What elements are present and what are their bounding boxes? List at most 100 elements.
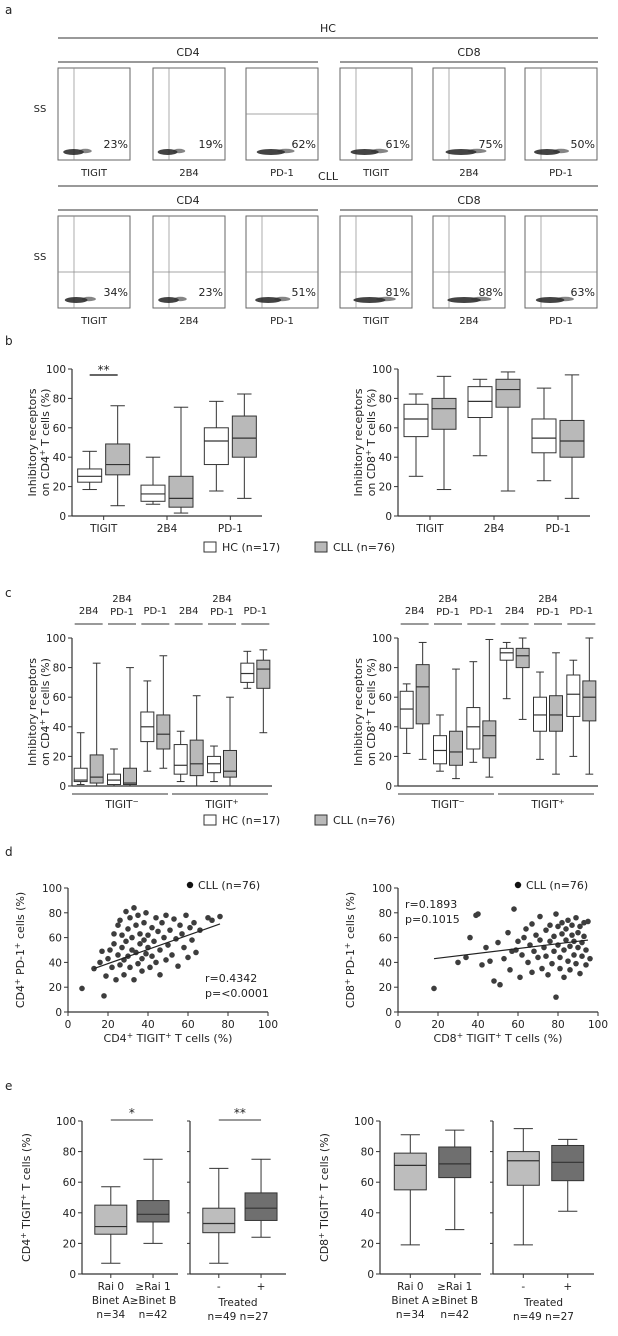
scatter-point: [507, 967, 513, 973]
scatter-point: [583, 962, 589, 968]
scatter-point: [129, 947, 135, 953]
scatter-point: [209, 917, 215, 924]
subset-label: TIGIT−: [430, 797, 464, 812]
flow-marker-label: PD-1: [549, 168, 573, 179]
scatter-point: [151, 938, 157, 945]
y-tick-label: 0: [385, 1007, 392, 1019]
x-tick-label: 20: [101, 1019, 114, 1031]
y-tick-label: 20: [361, 1238, 374, 1250]
x-category-label: PD-1: [218, 523, 243, 535]
scatter-point: [139, 955, 145, 962]
x-tick-label: 80: [221, 1019, 234, 1031]
y-tick-label: 20: [63, 1238, 76, 1250]
y-tick-label: 0: [385, 781, 392, 793]
scatter-point: [543, 953, 549, 959]
box-hc: [107, 773, 121, 786]
scatter-point: [155, 928, 161, 935]
scatter-point: [491, 978, 497, 984]
box-cll: [256, 659, 271, 689]
scatter-point: [191, 919, 197, 926]
scatter-point: [569, 932, 575, 938]
panel-letter-a: a: [5, 3, 12, 17]
scatter-point: [557, 965, 563, 972]
box-cll: [231, 415, 257, 458]
scatter-point: [137, 931, 143, 937]
scatter-point: [577, 923, 583, 930]
scatter-point: [131, 905, 137, 911]
y-tick-label: 60: [49, 933, 62, 945]
flow-gate-percentage: 23%: [104, 138, 128, 151]
scatter-point: [153, 959, 159, 966]
flow-marker-label: TIGIT: [80, 168, 108, 179]
scatter-point: [123, 938, 129, 945]
scatter-point: [487, 958, 493, 964]
x-tick-label: 20: [431, 1019, 444, 1031]
y-tick-label: 100: [372, 633, 392, 645]
legend-label-cll: CLL (n=76): [333, 814, 395, 827]
scatter-point: [181, 944, 187, 951]
flow-gate-percentage: 75%: [479, 138, 503, 151]
scatter-point: [567, 943, 573, 950]
x-tick-label: 100: [588, 1019, 608, 1031]
correlation-p: p=<0.0001: [205, 987, 269, 1000]
flow-cell-population: [158, 297, 179, 303]
scatter-point: [533, 932, 539, 938]
box-cll: [559, 419, 585, 458]
legend-swatch-cll: [314, 541, 328, 553]
flow-cell-population: [81, 296, 96, 302]
flow-gate-percentage: 34%: [104, 286, 128, 299]
legend-marker: [514, 881, 522, 889]
flow-cell-population: [172, 148, 186, 154]
y-axis-label: Inhibitory receptors: [26, 388, 39, 496]
x-tick-label: 40: [141, 1019, 154, 1031]
scatter-point: [517, 974, 523, 981]
scatter-point: [171, 916, 177, 922]
box-dark: [244, 1192, 278, 1221]
box-cll: [482, 720, 497, 759]
flow-cell-population: [470, 296, 492, 302]
y-tick-label: 40: [49, 957, 62, 969]
scatter-point: [525, 959, 531, 966]
scatter-point: [573, 914, 579, 921]
box-light: [94, 1204, 128, 1235]
legend-label-cll: CLL (n=76): [333, 541, 395, 554]
box-hc: [77, 468, 103, 483]
category-header-label: PD-1: [436, 607, 460, 618]
scatter-point: [115, 952, 121, 958]
y-axis-label: CD4+ TIGIT+ T cells (%): [19, 1133, 34, 1262]
box-cll: [105, 443, 131, 476]
scatter-point: [531, 948, 537, 955]
scatter-point: [539, 965, 545, 972]
flow-cell-population: [556, 296, 574, 302]
scatter-point: [117, 917, 123, 924]
flow-marker-label: PD-1: [270, 168, 294, 179]
x-category-label: Binet A: [92, 1295, 131, 1307]
flow-group-title: HC: [320, 22, 336, 35]
category-header-label: 2B4: [112, 594, 132, 605]
scatter-point: [565, 917, 571, 924]
y-tick-label: 80: [379, 393, 392, 405]
category-header-label: 2B4: [438, 594, 458, 605]
scatter-point: [217, 913, 223, 920]
y-tick-label: 60: [53, 692, 66, 704]
y-tick-label: 100: [372, 883, 392, 895]
group-counts: n=49 n=27: [208, 1311, 269, 1323]
scatter-point: [475, 911, 481, 917]
scatter-point: [149, 953, 155, 959]
y-tick-label: 0: [55, 1007, 62, 1019]
x-category-label: n=42: [440, 1309, 469, 1321]
scatter-point: [145, 932, 151, 938]
y-tick-label: 60: [53, 423, 66, 435]
scatter-point: [463, 954, 469, 961]
y-axis-label: CD8+ PD-1+ cells (%): [343, 892, 358, 1008]
scatter-point: [555, 923, 561, 930]
flow-gate-percentage: 88%: [479, 286, 503, 299]
scatter-point: [521, 934, 527, 941]
scatter-point: [557, 954, 563, 961]
flow-cell-population: [78, 148, 92, 154]
scatter-point: [97, 959, 103, 966]
y-axis-label: on CD4+ T cells (%): [38, 389, 53, 497]
scatter-point: [193, 949, 199, 956]
scatter-point: [159, 919, 165, 926]
